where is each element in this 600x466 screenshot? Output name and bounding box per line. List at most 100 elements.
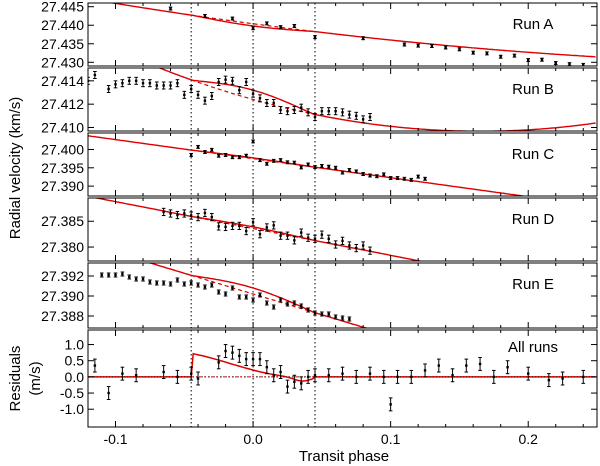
data-marker <box>169 7 172 10</box>
y-tick-label: -1.0 <box>60 401 84 417</box>
panel-run-b: 27.414 27.412 27.410 Run B <box>41 67 598 136</box>
data-point <box>471 50 475 55</box>
data-marker <box>107 273 110 277</box>
data-marker <box>561 377 564 380</box>
data-point <box>313 368 317 383</box>
y-tick-label: 27.380 <box>41 239 84 255</box>
data-marker <box>107 87 110 91</box>
data-marker <box>265 226 269 229</box>
data-marker <box>279 298 282 302</box>
data-marker <box>327 165 330 168</box>
panel-run-e: 27.392 27.390 27.388 Run E <box>41 262 598 329</box>
data-point <box>223 344 228 358</box>
data-marker <box>341 372 344 375</box>
data-point <box>436 358 441 373</box>
data-point <box>340 108 345 117</box>
data-point <box>237 86 242 95</box>
data-point <box>258 352 262 367</box>
data-marker <box>313 374 317 377</box>
data-marker <box>306 236 310 239</box>
data-marker <box>272 159 275 163</box>
data-marker <box>265 365 269 369</box>
data-point <box>175 79 180 88</box>
data-marker <box>183 282 186 286</box>
data-point <box>540 57 544 62</box>
data-point <box>237 221 242 230</box>
y-tick-label: 27.385 <box>41 213 84 229</box>
data-marker <box>231 351 234 354</box>
data-point <box>320 230 324 239</box>
data-point <box>265 21 269 26</box>
data-point <box>182 281 187 287</box>
data-marker <box>286 302 289 306</box>
data-point <box>340 236 345 245</box>
data-marker <box>162 370 165 374</box>
data-marker <box>93 364 97 367</box>
data-point <box>313 35 317 40</box>
data-point <box>409 177 414 182</box>
data-point <box>216 78 221 86</box>
data-point <box>168 209 173 218</box>
data-marker <box>348 317 351 321</box>
y-tick-label: 0.5 <box>65 353 85 369</box>
data-point <box>512 53 517 58</box>
x-tick-label: 0.2 <box>518 431 538 447</box>
data-point <box>196 144 200 149</box>
data-point <box>189 366 193 381</box>
data-marker <box>231 286 234 290</box>
data-marker <box>155 84 158 87</box>
data-marker <box>382 375 385 379</box>
data-marker <box>203 99 207 102</box>
data-point <box>347 110 352 119</box>
data-point <box>203 150 207 155</box>
data-point <box>299 376 304 391</box>
data-marker <box>258 293 262 297</box>
data-point <box>216 222 221 231</box>
data-point <box>560 371 565 386</box>
panel-frame <box>87 197 598 262</box>
data-point <box>244 294 249 300</box>
data-marker <box>217 80 220 84</box>
data-marker <box>368 249 372 252</box>
data-marker <box>272 374 275 377</box>
data-point <box>368 113 372 121</box>
data-marker <box>423 177 427 180</box>
data-point <box>175 277 180 283</box>
data-point <box>258 158 262 163</box>
data-marker <box>355 170 358 173</box>
data-marker <box>251 221 255 224</box>
data-point <box>251 297 255 303</box>
data-point <box>299 103 304 112</box>
data-point <box>333 314 338 320</box>
data-marker <box>403 177 406 180</box>
data-point <box>333 107 338 116</box>
data-point <box>210 212 214 222</box>
data-point <box>526 366 531 381</box>
plot-area-all-runs <box>88 330 597 427</box>
data-point <box>313 234 317 243</box>
data-marker <box>293 161 296 164</box>
data-marker <box>265 22 269 25</box>
data-point <box>450 368 455 383</box>
data-point <box>120 271 125 277</box>
data-marker <box>121 272 124 276</box>
data-point <box>368 246 372 255</box>
data-point <box>161 365 166 379</box>
data-marker <box>348 168 351 172</box>
data-marker <box>306 375 310 379</box>
data-point <box>402 176 407 181</box>
data-point <box>320 164 324 168</box>
data-point <box>175 210 180 220</box>
y-tick-label: 27.414 <box>41 73 84 89</box>
data-point <box>168 81 173 90</box>
data-marker <box>245 229 248 233</box>
rv-model-curve <box>93 198 424 261</box>
data-point <box>354 369 359 384</box>
data-marker <box>245 295 248 299</box>
data-marker <box>134 374 138 377</box>
residual-y-axis-label: (m/s) <box>27 361 44 395</box>
data-point <box>265 99 269 107</box>
data-marker <box>189 281 193 285</box>
data-point <box>409 369 414 384</box>
